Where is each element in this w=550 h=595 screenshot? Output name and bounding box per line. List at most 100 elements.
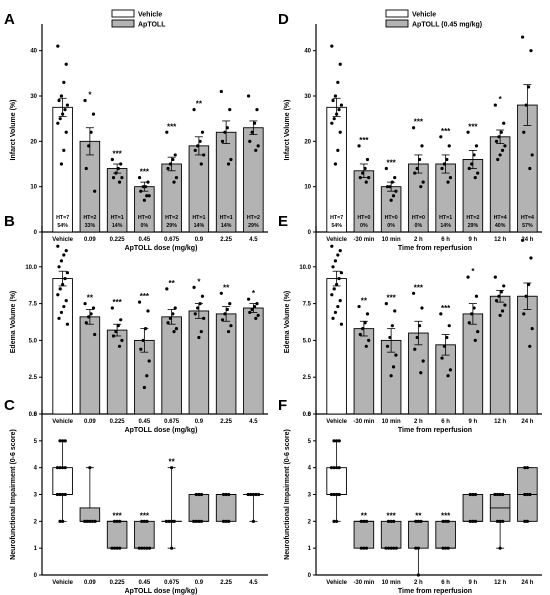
- data-point: [472, 153, 476, 157]
- data-point: [472, 306, 476, 310]
- data-point: [525, 492, 529, 497]
- data-point: [525, 466, 529, 470]
- data-point: [332, 519, 336, 523]
- data-point: [335, 519, 339, 523]
- x-tick-label: 12 h: [494, 580, 506, 586]
- ht-count-label: HT=7: [56, 215, 69, 221]
- significance-label: **: [361, 297, 368, 306]
- data-point: [473, 519, 478, 523]
- data-point: [386, 519, 391, 523]
- significance-label: *: [88, 91, 92, 100]
- panel-letter: C: [4, 397, 15, 414]
- data-point: [227, 519, 231, 523]
- y-tick-label: 0: [308, 573, 312, 579]
- data-point: [251, 519, 255, 523]
- y-tick-label: 10.0: [25, 265, 37, 271]
- data-point: [523, 466, 527, 470]
- data-point: [331, 98, 335, 103]
- data-point: [58, 519, 62, 523]
- data-point: [112, 519, 117, 523]
- panel-letter: E: [278, 213, 288, 230]
- y-axis-title: Neurofunctional Impairment (0-6 score): [10, 429, 17, 560]
- data-point: [223, 312, 227, 316]
- bar: [106, 329, 128, 415]
- data-point: [118, 546, 122, 550]
- data-point: [526, 282, 531, 287]
- data-point: [494, 299, 499, 303]
- data-point: [193, 148, 197, 152]
- x-tick-label: 24 h: [521, 237, 533, 243]
- legend-label: ApTOLL (0.45 mg/kg): [412, 22, 482, 29]
- data-point: [192, 519, 196, 523]
- ht-percent-label: 14%: [440, 223, 451, 229]
- data-point: [61, 466, 65, 470]
- ht-count-label: HT=4: [494, 215, 507, 221]
- data-point: [225, 126, 229, 130]
- x-tick-label: 0.675: [164, 580, 180, 586]
- bar: [52, 106, 73, 233]
- data-point: [255, 302, 259, 306]
- data-point: [199, 492, 204, 497]
- data-point: [251, 492, 255, 497]
- bar: [435, 163, 456, 233]
- data-point: [57, 265, 61, 269]
- data-point: [447, 144, 451, 148]
- data-point: [414, 546, 418, 550]
- data-point: [174, 176, 179, 180]
- data-point: [335, 282, 339, 287]
- data-point: [118, 519, 122, 523]
- y-tick-label: 20: [30, 139, 37, 145]
- data-point: [362, 546, 366, 550]
- data-point: [388, 185, 392, 189]
- legend-label: Vehicle: [138, 12, 162, 19]
- ht-count-label: HT=1: [220, 215, 233, 221]
- data-point: [83, 98, 87, 103]
- data-point: [84, 321, 88, 325]
- data-point: [55, 466, 60, 470]
- data-point: [337, 439, 341, 443]
- data-point: [117, 344, 122, 348]
- data-point: [57, 316, 61, 320]
- bar: [161, 316, 182, 415]
- data-point: [193, 312, 197, 316]
- data-point: [473, 338, 477, 342]
- data-point: [447, 324, 451, 328]
- data-point: [339, 271, 344, 275]
- data-point: [88, 519, 92, 523]
- y-axis-title: Neurofunctional Impairment (0-6 score): [284, 429, 291, 560]
- data-point: [220, 318, 225, 322]
- x-tick-label: 9 h: [469, 580, 478, 586]
- x-tick-label: 2 h: [414, 237, 423, 243]
- data-point: [63, 492, 67, 497]
- data-point: [389, 374, 393, 378]
- data-point: [522, 130, 526, 134]
- data-point: [110, 157, 114, 162]
- ht-percent-label: 0%: [415, 223, 423, 229]
- data-point: [390, 180, 394, 184]
- data-point: [439, 135, 443, 139]
- ht-count-label: HT=0: [357, 215, 370, 221]
- x-tick-label: -30 min: [353, 237, 374, 243]
- x-tick-label: -30 min: [353, 419, 374, 425]
- data-point: [332, 117, 336, 121]
- data-point: [336, 253, 340, 257]
- data-point: [337, 466, 341, 470]
- bar: [326, 278, 347, 415]
- data-point: [411, 126, 416, 130]
- data-point: [330, 44, 334, 48]
- data-point: [196, 144, 200, 148]
- x-tick-label: 0.45: [139, 580, 151, 586]
- x-tick-label: 4.5: [249, 237, 258, 243]
- y-tick-label: 2.5: [303, 375, 312, 381]
- data-point: [142, 385, 146, 390]
- data-point: [197, 519, 201, 523]
- data-point: [391, 194, 396, 198]
- data-point: [165, 287, 169, 291]
- y-tick-label: 0: [34, 573, 38, 579]
- data-point: [142, 198, 146, 202]
- x-tick-label: 0.09: [84, 237, 96, 243]
- x-tick-label: -30 min: [353, 580, 374, 586]
- data-point: [58, 287, 62, 291]
- data-point: [147, 194, 151, 198]
